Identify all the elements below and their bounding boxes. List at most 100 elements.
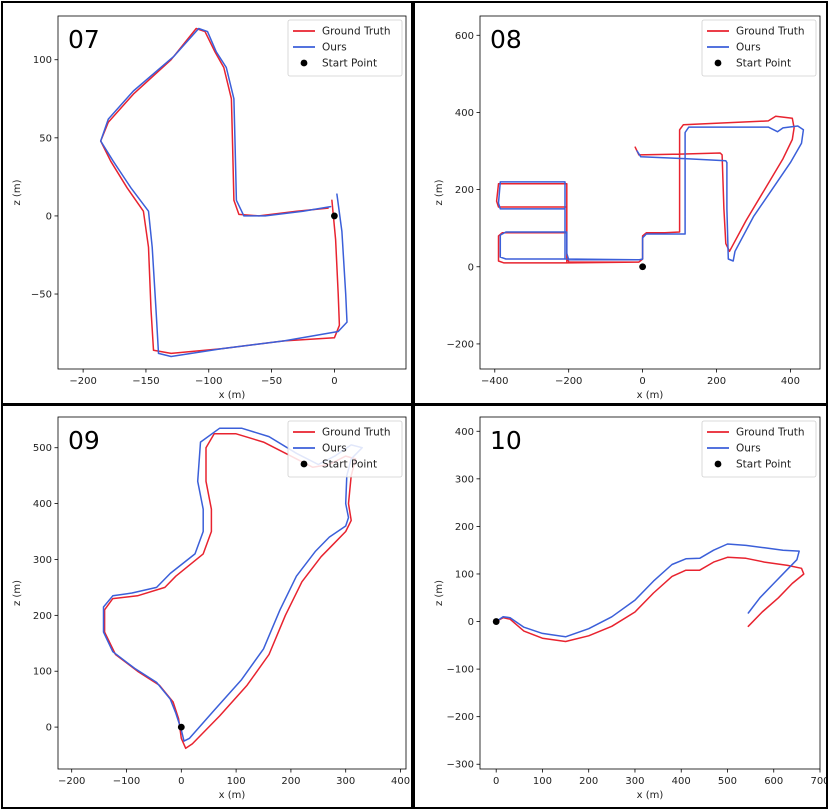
axes-frame <box>57 416 407 770</box>
chart-panel-08: −400 −200 0 200 400 −200 0 200 400 600 x (m) z (m) 0… <box>413 1 828 405</box>
x-tick-label: −200 <box>58 776 85 787</box>
legend: Ground Truth Ours Start Point <box>701 19 817 77</box>
x-tick-label: 300 <box>625 776 644 787</box>
legend: Ground Truth Ours Start Point <box>287 19 403 77</box>
x-tick-label: 200 <box>281 776 300 787</box>
legend-box <box>287 420 403 478</box>
legend-box <box>287 19 403 77</box>
x-tick-label: −200 <box>555 376 582 387</box>
ground-truth-trajectory-line <box>495 115 795 264</box>
chart-svg-08: −400 −200 0 200 400 −200 0 200 400 600 x (m) z (m) 0… <box>434 15 821 401</box>
x-tick-label: 700 <box>810 776 826 787</box>
ours-trajectory-line <box>495 543 800 638</box>
x-tick-label: 200 <box>579 776 598 787</box>
y-axis-label: z (m) <box>434 580 445 606</box>
sequence-label: 09 <box>68 426 100 455</box>
y-tick-label: 400 <box>33 499 52 510</box>
sequence-label: 08 <box>490 25 522 54</box>
legend-label: Ground Truth <box>736 26 805 38</box>
x-tick-label: 0 <box>178 776 184 787</box>
legend-label: Start Point <box>736 58 791 70</box>
x-tick-label: 300 <box>336 776 355 787</box>
x-tick-label: −200 <box>69 376 96 387</box>
chart-panel-10: 0 100 200 300 400 500 600 700 −300 −200 −100 0 100 20… <box>413 404 828 809</box>
start-point-marker <box>330 212 338 220</box>
x-tick-label: −100 <box>195 376 222 387</box>
y-tick-label: 0 <box>468 262 474 273</box>
x-tick-label: 600 <box>764 776 783 787</box>
y-tick-label: 0 <box>468 617 474 628</box>
x-tick-label: −100 <box>113 776 140 787</box>
legend-start-point-marker <box>300 460 308 468</box>
ground-truth-trajectory-line <box>99 27 341 355</box>
y-tick-label: 50 <box>39 133 52 144</box>
x-tick-label: 400 <box>391 776 410 787</box>
x-axis-label: x (m) <box>637 790 664 801</box>
x-tick-label: 400 <box>672 776 691 787</box>
x-tick-label: −400 <box>481 376 508 387</box>
x-axis-label: x (m) <box>637 390 664 401</box>
sequence-label: 10 <box>490 426 522 455</box>
x-axis-label: x (m) <box>219 390 246 401</box>
y-tick-label: −300 <box>447 760 474 771</box>
y-tick-label: 600 <box>455 31 474 42</box>
legend-start-point-marker <box>714 460 722 468</box>
y-axis-label: z (m) <box>12 179 23 205</box>
chart-svg-09: −200 −100 0 100 200 300 400 0 100 200 300 400 500 x (… <box>12 416 410 801</box>
plot-area <box>495 115 805 271</box>
legend: Ground Truth Ours Start Point <box>287 420 403 478</box>
legend: Ground Truth Ours Start Point <box>701 420 817 478</box>
y-tick-label: −50 <box>31 290 52 301</box>
legend-label: Ground Truth <box>736 427 805 439</box>
legend-box <box>701 19 817 77</box>
x-axis-label: x (m) <box>219 790 246 801</box>
y-tick-label: −200 <box>447 339 474 350</box>
y-tick-label: 200 <box>455 185 474 196</box>
plot-area <box>492 543 805 643</box>
legend-label: Ours <box>736 42 761 54</box>
chart-svg-10: 0 100 200 300 400 500 600 700 −300 −200 −100 0 100 20… <box>434 416 826 801</box>
ours-trajectory-line <box>99 27 348 358</box>
x-tick-label: 0 <box>331 376 337 387</box>
ground-truth-trajectory-line <box>495 556 805 643</box>
legend-label: Ours <box>736 443 761 455</box>
legend-label: Ours <box>322 443 347 455</box>
legend-label: Start Point <box>322 58 377 70</box>
chart-svg-07: −200 −150 −100 −50 0 −50 0 50 100 x (m) z (m) 07 Gro… <box>12 15 407 401</box>
legend-start-point-marker <box>714 59 722 67</box>
y-tick-label: 0 <box>46 211 52 222</box>
y-tick-label: 400 <box>455 427 474 438</box>
x-tick-label: 100 <box>227 776 246 787</box>
y-tick-label: 200 <box>33 611 52 622</box>
ours-trajectory-line <box>497 125 805 262</box>
legend-label: Ours <box>322 42 347 54</box>
x-tick-label: −150 <box>132 376 159 387</box>
x-tick-label: 0 <box>493 776 499 787</box>
axes-frame <box>479 416 821 770</box>
y-tick-label: 100 <box>33 667 52 678</box>
y-tick-label: 400 <box>455 108 474 119</box>
start-point-marker <box>639 263 647 271</box>
legend-label: Start Point <box>736 459 791 471</box>
plot-area <box>99 27 348 358</box>
x-tick-label: 0 <box>639 376 645 387</box>
y-tick-label: −200 <box>447 712 474 723</box>
start-point-marker <box>177 723 185 731</box>
y-tick-label: 300 <box>33 555 52 566</box>
chart-panel-09: −200 −100 0 100 200 300 400 0 100 200 300 400 500 x (… <box>1 404 413 809</box>
y-axis-label: z (m) <box>434 179 445 205</box>
x-tick-label: 500 <box>718 776 737 787</box>
y-tick-label: −100 <box>447 665 474 676</box>
y-tick-label: 200 <box>455 522 474 533</box>
legend-start-point-marker <box>300 59 308 67</box>
y-tick-label: 100 <box>455 569 474 580</box>
chart-panel-07: −200 −150 −100 −50 0 −50 0 50 100 x (m) z (m) 07 Gro… <box>1 1 413 405</box>
start-point-marker <box>492 618 500 625</box>
x-tick-label: −50 <box>261 376 282 387</box>
y-tick-label: 0 <box>46 723 52 734</box>
sequence-label: 07 <box>68 25 100 54</box>
legend-label: Ground Truth <box>322 427 391 439</box>
y-tick-label: 500 <box>33 443 52 454</box>
legend-label: Ground Truth <box>322 26 391 38</box>
y-tick-label: 100 <box>33 55 52 66</box>
